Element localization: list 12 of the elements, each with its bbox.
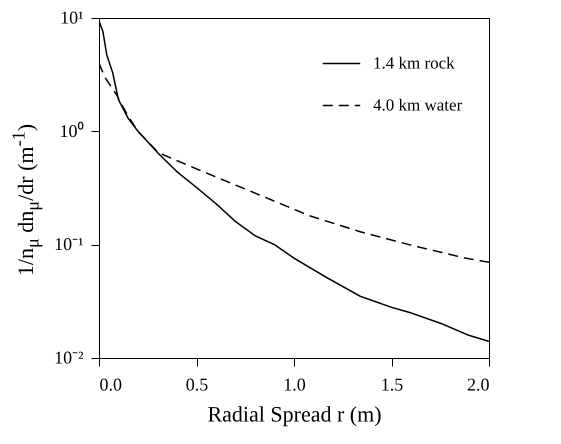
legend-label: 4.0 km water bbox=[373, 96, 463, 114]
legend-label: 1.4 km rock bbox=[373, 54, 456, 72]
x-tick-label: 0.5 bbox=[186, 374, 208, 394]
x-axis-title: Radial Spread r (m) bbox=[207, 402, 382, 426]
x-tick-label: 1.0 bbox=[283, 374, 306, 394]
y-tick-label: 10¹ bbox=[60, 8, 84, 28]
x-tick-label: 1.5 bbox=[380, 374, 404, 394]
y-tick-label: 10⁻² bbox=[54, 348, 84, 368]
x-tick-label: 2.0 bbox=[467, 374, 490, 394]
y-tick-label: 10⁻¹ bbox=[54, 234, 84, 254]
y-tick-label: 10⁰ bbox=[60, 120, 84, 141]
x-tick-label: 0.0 bbox=[100, 374, 122, 394]
